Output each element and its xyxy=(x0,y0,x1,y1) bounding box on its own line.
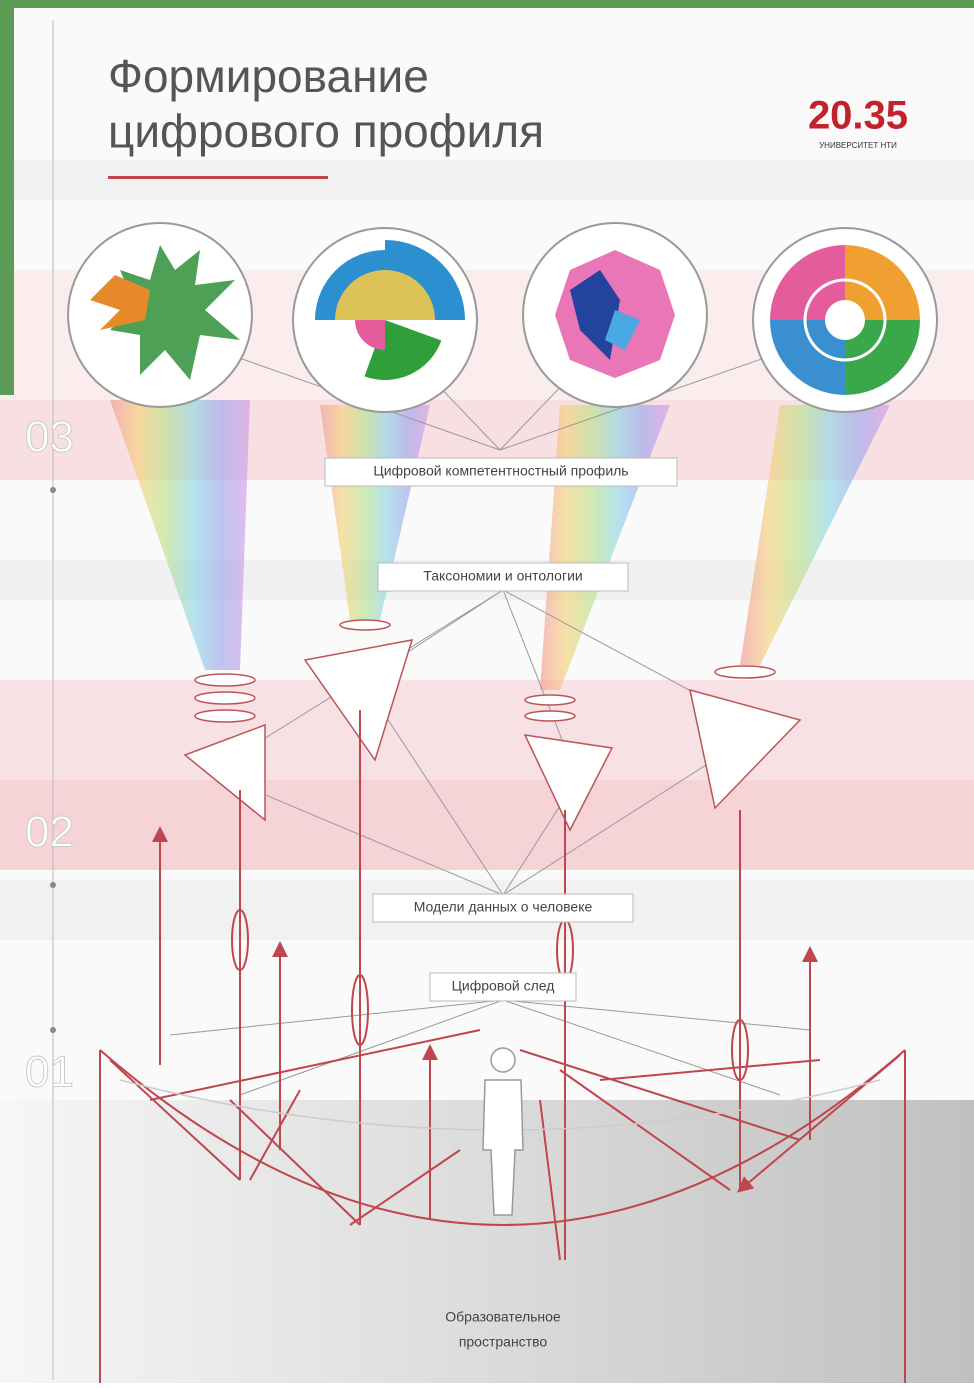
background-part xyxy=(50,1027,56,1033)
title-underline xyxy=(108,176,328,179)
background xyxy=(0,0,974,1383)
level-number: 02 xyxy=(25,808,74,857)
title-line: Формирование xyxy=(108,50,429,102)
prisms-part xyxy=(195,692,255,704)
background-part xyxy=(0,780,974,870)
prisms-part xyxy=(525,695,575,705)
label: Модели данных о человеке xyxy=(414,899,593,915)
label: Цифровой компетентностный профиль xyxy=(373,463,628,479)
label: Таксономии и онтологии xyxy=(423,568,582,584)
logo-number: 20.35 xyxy=(808,94,908,138)
background-part xyxy=(0,160,974,200)
prisms-part xyxy=(340,620,390,630)
background-part xyxy=(50,882,56,888)
prisms-part xyxy=(715,666,775,678)
title-line: цифрового профиля xyxy=(108,105,544,157)
level-number: 03 xyxy=(25,413,74,462)
logo-caption: УНИВЕРСИТЕТ НТИ xyxy=(819,141,897,150)
prisms-part xyxy=(525,711,575,721)
profile-charts-part xyxy=(825,300,865,340)
label: Цифровой след xyxy=(452,978,555,994)
prisms-part xyxy=(195,710,255,722)
background-part xyxy=(0,0,974,8)
background-part xyxy=(50,487,56,493)
label: Образовательное xyxy=(445,1309,561,1325)
background-part xyxy=(0,0,14,395)
infographic: Формирование цифрового профиля 20.35 УНИ… xyxy=(0,0,974,1383)
label: пространство xyxy=(459,1334,548,1350)
level-number: 01 xyxy=(25,1048,74,1097)
prisms-part xyxy=(195,674,255,686)
person-part xyxy=(491,1048,515,1072)
